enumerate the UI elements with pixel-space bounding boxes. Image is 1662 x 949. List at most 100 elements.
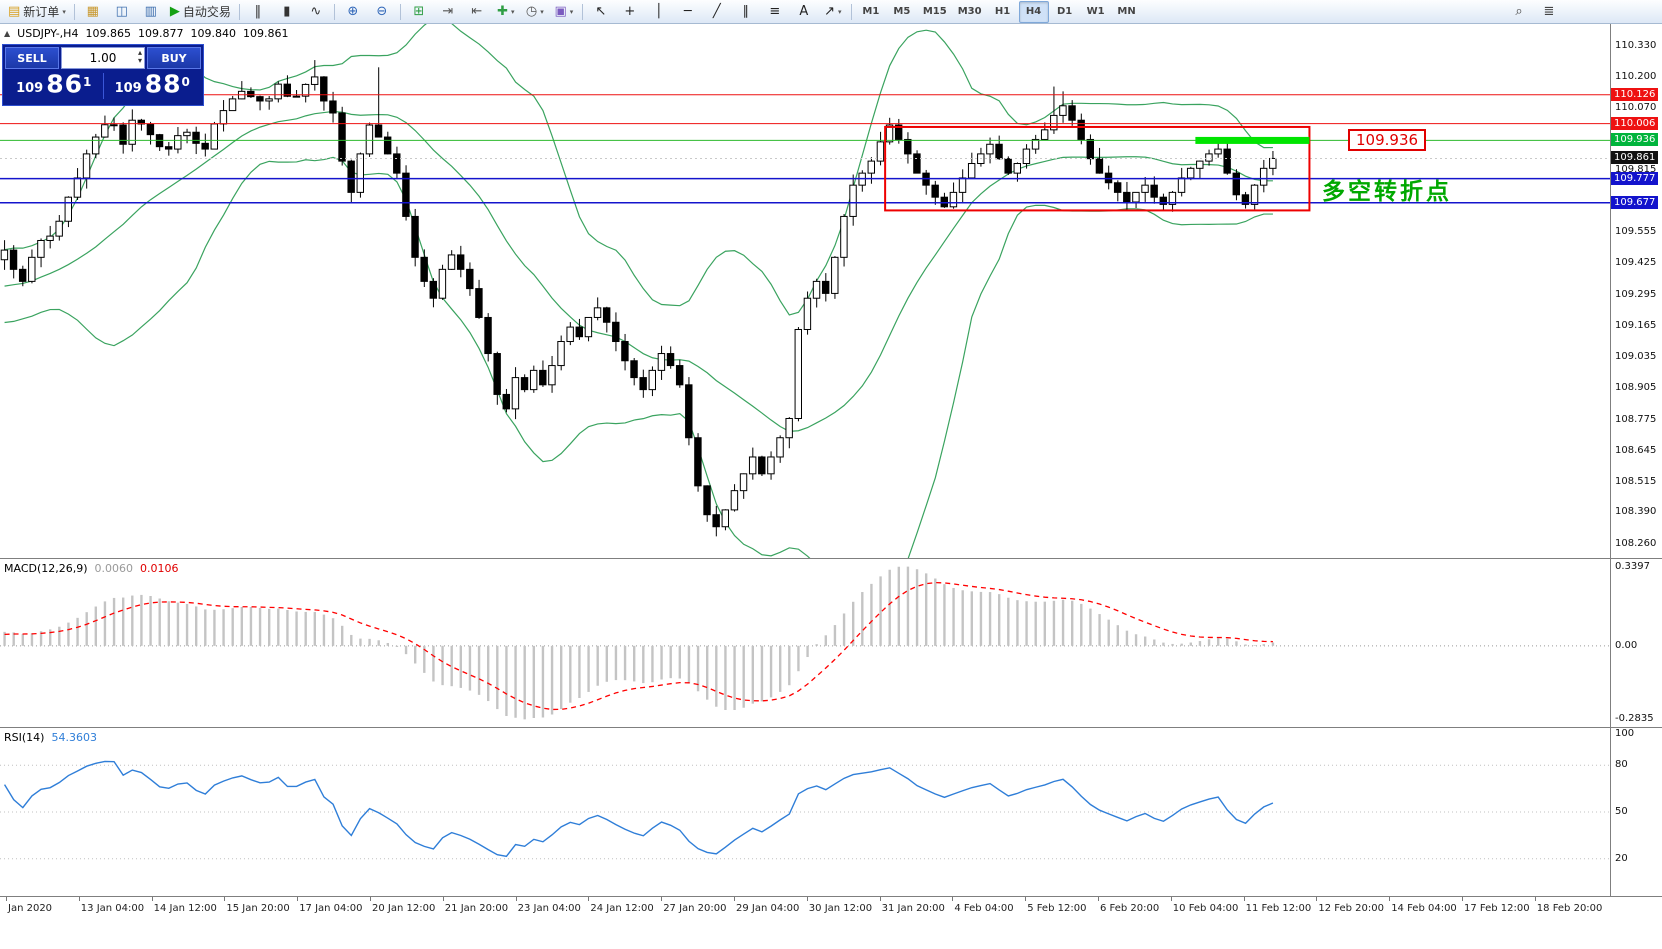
price-tick: 108.645 (1615, 444, 1657, 456)
channel-tool-button[interactable]: ∥ (732, 1, 760, 23)
time-tick (1316, 897, 1318, 901)
time-label: 18 Feb 20:00 (1536, 903, 1603, 914)
templates-icon: ▣ (554, 4, 567, 19)
buy-button[interactable]: BUY (147, 47, 201, 69)
line-chart-type-button[interactable]: ∿ (302, 1, 330, 23)
layout-button[interactable]: ≣ (1535, 1, 1563, 23)
fibonacci-tool-button[interactable]: ≡ (761, 1, 789, 23)
vertical-line-tool-icon: │ (654, 4, 663, 19)
data-window-button[interactable]: ◫ (108, 1, 136, 23)
time-tick (952, 897, 954, 901)
panel-splitter[interactable] (0, 896, 1662, 897)
rsi-scale-tick: 50 (1615, 806, 1628, 817)
cursor-tool-icon: ↖ (595, 4, 607, 19)
time-tick (1534, 897, 1536, 901)
navigator-icon: ▥ (144, 4, 157, 19)
sell-button[interactable]: SELL (5, 47, 59, 69)
timeframe-m1-button[interactable]: M1 (862, 6, 880, 17)
zoom-out-button[interactable]: ⊖ (368, 1, 396, 23)
main-chart-plot[interactable] (0, 24, 1610, 558)
auto-scroll-icon: ⇥ (442, 4, 454, 19)
toolbar: ▤ 新订单 ▾ ▦ ◫ ▥ ▶ 自动交易 ‖ ▮ ∿ ⊕ ⊖ ⊞ ⇥ ⇤ ✚ ▾ ◷ ▾ ▣ ▾ ↖ + │ ─ ╱ ∥ ≡ A ↗ ▾ M1 M… (0, 0, 1662, 24)
templates-caret: ▾ (569, 7, 574, 16)
vertical-line-tool-button[interactable]: │ (645, 1, 673, 23)
candlestick-type-button[interactable]: ▮ (273, 1, 301, 23)
new-order-label: 新订单 (23, 5, 60, 19)
toolbar-separator (581, 3, 583, 20)
autotrading-button[interactable]: ▶ 自动交易 (166, 1, 235, 23)
time-axis[interactable]: Jan 2020 13 Jan 04:00 14 Jan 12:00 15 Jan 2… (0, 897, 1662, 949)
price-tick: 109.295 (1615, 288, 1657, 300)
time-tick (661, 897, 663, 901)
market-watch-button[interactable]: ▦ (79, 1, 107, 23)
indicators-button[interactable]: ✚ ▾ (492, 1, 520, 23)
timeframe-mn-button[interactable]: MN (1117, 6, 1136, 17)
price-callout-label[interactable]: 109.936 (1348, 129, 1427, 152)
timeframe-h1-button[interactable]: H1 (994, 6, 1011, 17)
auto-scroll-button[interactable]: ⇥ (434, 1, 462, 23)
volume-input[interactable]: 1.00 ▴ ▾ (61, 47, 145, 69)
autotrading-icon: ▶ (169, 4, 180, 19)
volume-up-button[interactable]: ▴ (137, 48, 142, 57)
rsi-plot[interactable] (0, 728, 1610, 896)
one-click-panel-toggle[interactable]: ▲ (4, 29, 11, 38)
time-label: 27 Jan 20:00 (663, 903, 727, 914)
price-marker: 109.861 (1611, 151, 1659, 165)
channel-tool-icon: ∥ (742, 4, 750, 19)
periods-button[interactable]: ◷ ▾ (521, 1, 549, 23)
cursor-tool-button[interactable]: ↖ (587, 1, 615, 23)
arrows-tool-button[interactable]: ↗ ▾ (819, 1, 847, 23)
chart-shift-button[interactable]: ⇤ (463, 1, 491, 23)
time-tick (879, 897, 881, 901)
macd-plot[interactable] (0, 559, 1610, 727)
periods-caret: ▾ (540, 7, 544, 16)
fibonacci-tool-icon: ≡ (769, 4, 781, 19)
rsi-value: 54.3603 (51, 731, 97, 744)
rsi-panel: 100 80 50 20 RSI(14) 54.3603 (0, 728, 1662, 896)
navigator-button[interactable]: ▥ (137, 1, 165, 23)
timeframe-m30-button[interactable]: M30 (957, 6, 982, 17)
time-tick (78, 897, 80, 901)
rsi-scale-tick: 80 (1615, 759, 1628, 771)
trendline-tool-button[interactable]: ╱ (703, 1, 731, 23)
time-tick (442, 897, 444, 901)
tile-windows-button[interactable]: ⊞ (405, 1, 433, 23)
search-button[interactable]: ⌕ (1505, 1, 1533, 23)
rsi-axis[interactable]: 100 80 50 20 (1610, 728, 1662, 896)
price-axis[interactable]: 110.330110.200110.070109.940109.815109.6… (1610, 24, 1662, 558)
macd-scale-tick: 0.3397 (1615, 560, 1650, 572)
templates-button[interactable]: ▣ ▾ (550, 1, 578, 23)
time-label: 6 Feb 20:00 (1100, 903, 1160, 914)
price-tick: 108.905 (1615, 382, 1657, 394)
zoom-in-button[interactable]: ⊕ (339, 1, 367, 23)
timeframe-m15-button[interactable]: M15 (922, 6, 947, 17)
open-value: 109.865 (85, 27, 131, 40)
indicators-caret: ▾ (511, 7, 515, 16)
horizontal-line-tool-icon: ─ (683, 4, 692, 19)
market-watch-icon: ▦ (86, 4, 99, 19)
macd-signal-value: 0.0106 (140, 562, 179, 575)
horizontal-line-tool-button[interactable]: ─ (674, 1, 702, 23)
price-tick: 108.515 (1615, 476, 1657, 488)
volume-down-button[interactable]: ▾ (137, 56, 142, 65)
price-tick: 109.425 (1615, 257, 1657, 269)
panel-splitter[interactable] (0, 558, 1662, 559)
price-marker: 109.777 (1611, 171, 1659, 185)
candlestick-type-icon: ▮ (283, 4, 291, 19)
bar-chart-type-button[interactable]: ‖ (244, 1, 272, 23)
text-tool-button[interactable]: A (790, 1, 818, 23)
chart-title: ▲ USDJPY-,H4 109.865 109.877 109.840 109… (4, 27, 288, 40)
new-order-button[interactable]: ▤ 新订单 ▾ (4, 1, 70, 23)
zoom-out-icon: ⊖ (376, 4, 388, 19)
timeframe-h4-button[interactable]: H4 (1018, 0, 1049, 23)
panel-splitter[interactable] (0, 727, 1662, 728)
turning-point-note[interactable]: 多空转折点 (1322, 179, 1452, 206)
timeframe-d1-button[interactable]: D1 (1056, 6, 1073, 17)
macd-axis[interactable]: 0.3397 0.00 -0.2835 (1610, 559, 1662, 727)
crosshair-tool-button[interactable]: + (616, 1, 644, 23)
time-label: 17 Jan 04:00 (299, 903, 363, 914)
timeframe-w1-button[interactable]: W1 (1086, 6, 1105, 17)
rsi-scale-tick: 20 (1615, 852, 1628, 864)
macd-panel: 0.3397 0.00 -0.2835 MACD(12,26,9) 0.0060 0… (0, 559, 1662, 727)
timeframe-m5-button[interactable]: M5 (893, 6, 911, 17)
